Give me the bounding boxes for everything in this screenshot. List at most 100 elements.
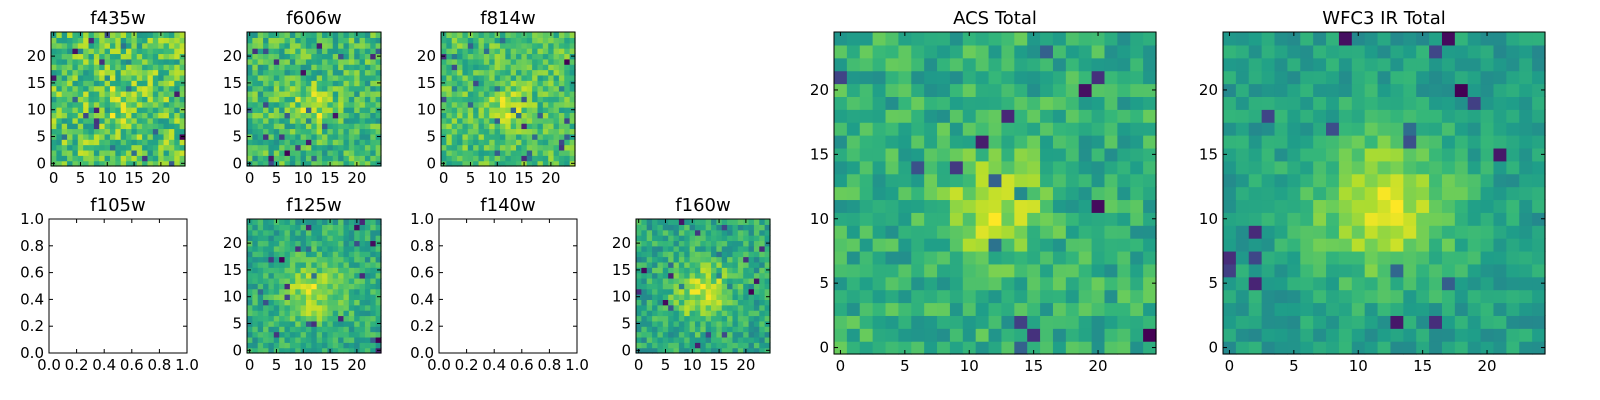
heatmap-cell	[673, 229, 680, 236]
heatmap-cell	[689, 240, 696, 247]
heatmap-cell	[732, 331, 739, 338]
heatmap-cell	[1441, 109, 1456, 123]
heatmap-cell	[483, 85, 490, 92]
heatmap-cell	[668, 251, 675, 258]
heatmap-cell	[284, 245, 291, 252]
heatmap-cell	[542, 155, 549, 162]
heatmap-cell	[99, 42, 106, 49]
heatmap-cell	[1091, 315, 1106, 329]
heatmap-cell	[499, 64, 506, 71]
heatmap-cell	[1223, 289, 1237, 304]
heatmap-cell	[668, 261, 675, 268]
heatmap-cell	[532, 58, 539, 65]
heatmap-cell	[1532, 315, 1546, 329]
heatmap-cell	[1261, 186, 1276, 201]
heatmap-cell	[548, 58, 555, 65]
heatmap-cell	[316, 90, 323, 97]
heatmap-cell	[343, 245, 350, 252]
heatmap-cell	[727, 251, 734, 258]
heatmap-cell	[548, 155, 555, 162]
heatmap-cell	[289, 240, 296, 247]
heatmap-cell	[1351, 160, 1366, 175]
heatmap-cell	[542, 69, 549, 76]
heatmap-cell	[937, 32, 951, 46]
heatmap-cell	[553, 133, 560, 140]
heatmap-cell	[1326, 225, 1340, 239]
heatmap-cell	[136, 64, 143, 71]
heatmap-cell	[478, 69, 485, 76]
heatmap-cell	[1261, 109, 1276, 123]
heatmap-cell	[494, 123, 501, 130]
heatmap-cell	[1078, 250, 1093, 265]
heatmap-cell	[457, 155, 464, 162]
heatmap-cell	[1338, 225, 1353, 239]
heatmap-cell	[279, 288, 286, 295]
heatmap-cell	[505, 133, 512, 140]
heatmap-cell	[115, 90, 122, 97]
heatmap-cell	[1338, 302, 1353, 316]
heatmap-cell	[846, 225, 861, 239]
heatmap-cell	[279, 331, 286, 338]
heatmap-cell	[72, 96, 79, 103]
heatmap-cell	[505, 144, 512, 151]
heatmap-cell	[83, 155, 90, 162]
heatmap-cell	[163, 101, 170, 108]
heatmap-cell	[338, 342, 345, 349]
heatmap-cell	[295, 155, 302, 162]
heatmap-cell	[1091, 302, 1106, 316]
heatmap-cell	[279, 69, 286, 76]
heatmap-cell	[311, 139, 318, 146]
heatmap-cell	[1130, 238, 1144, 252]
heatmap-cell	[300, 85, 307, 92]
heatmap-cell	[457, 74, 464, 81]
heatmap-cell	[257, 74, 264, 81]
heatmap-cell	[295, 288, 302, 295]
heatmap-cell	[764, 219, 771, 225]
heatmap-cell	[136, 58, 143, 65]
heatmap-cell	[505, 42, 512, 49]
y-tick-label: 0.8	[410, 237, 434, 255]
heatmap-cell	[1052, 289, 1067, 304]
heatmap-cell	[1467, 57, 1482, 72]
heatmap-cell	[542, 144, 549, 151]
heatmap-cell	[564, 69, 571, 76]
heatmap-cell	[131, 117, 138, 124]
heatmap-cell	[322, 80, 328, 87]
heatmap-cell	[859, 135, 874, 149]
heatmap-cell	[77, 117, 84, 124]
heatmap-cell	[446, 149, 453, 156]
heatmap-cell	[1467, 250, 1482, 265]
heatmap-cell	[115, 48, 122, 55]
heatmap-cell	[305, 48, 312, 55]
heatmap-cell	[668, 272, 675, 279]
heatmap-cell	[748, 261, 755, 268]
heatmap-cell	[1441, 341, 1456, 355]
heatmap-cell	[646, 315, 653, 322]
y-tick-label: 10	[1199, 210, 1218, 228]
heatmap-cell	[327, 37, 334, 44]
heatmap-cell	[1261, 70, 1276, 85]
heatmap-cell	[338, 288, 345, 295]
heatmap-cell	[1493, 276, 1507, 291]
heatmap-cell	[732, 267, 739, 274]
heatmap-cell	[636, 299, 642, 306]
heatmap-cell	[375, 74, 382, 81]
heatmap-cell	[700, 320, 707, 327]
heatmap-cell	[721, 299, 728, 306]
heatmap-cell	[51, 48, 57, 55]
heatmap-cell	[289, 229, 296, 236]
heatmap-cell	[705, 331, 712, 338]
heatmap-cell	[305, 256, 312, 263]
heatmap-cell	[457, 123, 464, 130]
heatmap-cell	[142, 117, 149, 124]
heatmap-cell	[753, 347, 760, 354]
heatmap-cell	[1454, 341, 1469, 355]
heatmap-cell	[962, 135, 977, 149]
heatmap-cell	[467, 139, 474, 146]
heatmap-cell	[252, 37, 259, 44]
heatmap-cell	[898, 302, 912, 316]
heatmap-cell	[753, 326, 760, 333]
heatmap-cell	[558, 37, 565, 44]
heatmap-cell	[279, 240, 286, 247]
heatmap-cell	[300, 299, 307, 306]
